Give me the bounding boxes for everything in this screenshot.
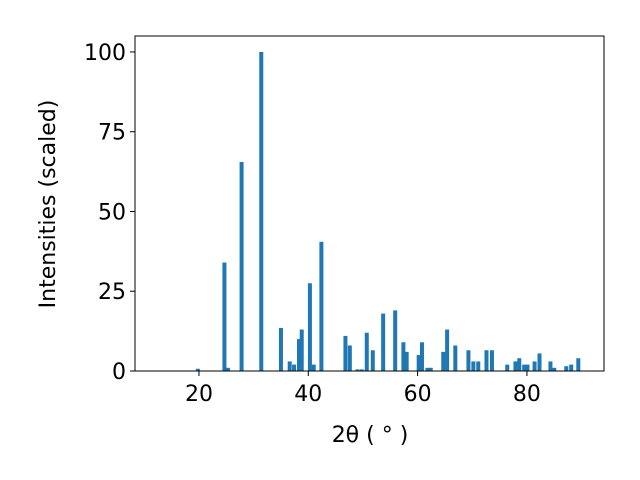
bar [522, 364, 527, 371]
bar [259, 51, 264, 371]
bar [466, 350, 471, 371]
bar [319, 241, 324, 371]
x-tick-label: 20 [185, 382, 213, 407]
bar [453, 345, 458, 371]
bar [225, 367, 230, 371]
bar [548, 361, 553, 371]
bar [476, 361, 481, 371]
bar [355, 369, 360, 371]
bar [471, 361, 476, 371]
bar [419, 342, 424, 371]
bar [445, 329, 450, 371]
bar [364, 332, 369, 371]
bar [537, 353, 542, 371]
bar [239, 162, 244, 371]
bar [532, 361, 537, 371]
bar [393, 310, 398, 371]
bar [489, 350, 494, 371]
y-tick-label: 25 [98, 280, 126, 305]
bar [195, 368, 200, 371]
bar [517, 358, 522, 371]
x-tick-label: 60 [404, 382, 432, 407]
plot-frame [134, 35, 605, 372]
bar [311, 364, 316, 371]
y-tick-label: 100 [84, 41, 126, 66]
bar [401, 342, 406, 371]
bar [576, 358, 581, 371]
bar [370, 350, 375, 371]
bar [564, 366, 569, 371]
bar [425, 367, 430, 371]
bar [381, 313, 386, 371]
bar [416, 355, 421, 371]
bar [299, 329, 304, 371]
bar [525, 364, 530, 371]
x-tick-label: 40 [294, 382, 322, 407]
bar [292, 364, 297, 371]
bar [513, 361, 518, 371]
y-tick-label: 75 [98, 121, 126, 146]
x-axis-label: 2θ ( ° ) [332, 423, 409, 448]
y-tick-label: 50 [98, 200, 126, 225]
bar [569, 364, 574, 371]
bar [428, 367, 433, 371]
y-axis-label: Intensities (scaled) [36, 100, 61, 309]
bar [343, 335, 348, 371]
bar [222, 262, 227, 371]
bar [347, 345, 352, 371]
bar [278, 327, 283, 371]
bar [359, 369, 364, 371]
x-tick-label: 80 [513, 382, 541, 407]
bar [552, 367, 557, 371]
bar [287, 361, 292, 371]
bar [307, 283, 312, 371]
bar [441, 351, 446, 371]
y-tick-label: 0 [112, 360, 126, 385]
bar [404, 351, 409, 371]
bar [296, 339, 301, 371]
bar [505, 364, 510, 371]
bar [484, 350, 489, 371]
